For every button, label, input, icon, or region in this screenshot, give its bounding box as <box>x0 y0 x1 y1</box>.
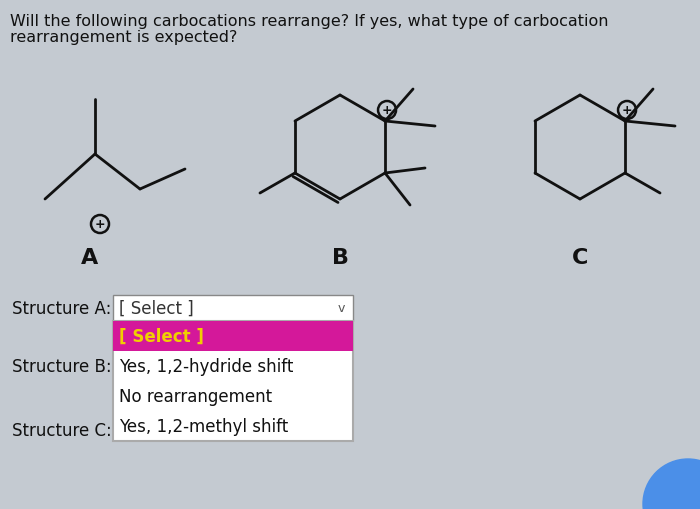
Text: [ Select ]: [ Select ] <box>119 299 194 318</box>
Text: A: A <box>81 247 99 267</box>
Text: Yes, 1,2-methyl shift: Yes, 1,2-methyl shift <box>119 417 288 435</box>
FancyBboxPatch shape <box>113 321 353 351</box>
Text: Structure A:: Structure A: <box>12 299 111 318</box>
Text: Structure B:: Structure B: <box>12 357 111 375</box>
Text: Structure C:: Structure C: <box>12 421 112 439</box>
Text: +: + <box>382 104 392 117</box>
Text: Yes, 1,2-hydride shift: Yes, 1,2-hydride shift <box>119 357 293 375</box>
Text: Will the following carbocations rearrange? If yes, what type of carbocation: Will the following carbocations rearrang… <box>10 14 608 29</box>
Text: v: v <box>337 302 344 315</box>
FancyBboxPatch shape <box>113 321 353 441</box>
Text: +: + <box>622 104 632 117</box>
Text: No rearrangement: No rearrangement <box>119 387 272 405</box>
FancyBboxPatch shape <box>113 295 353 321</box>
Text: rearrangement is expected?: rearrangement is expected? <box>10 30 237 45</box>
Text: +: + <box>94 218 105 231</box>
Circle shape <box>643 459 700 509</box>
Text: [ Select ]: [ Select ] <box>119 327 204 345</box>
Text: B: B <box>332 247 349 267</box>
Text: C: C <box>572 247 588 267</box>
